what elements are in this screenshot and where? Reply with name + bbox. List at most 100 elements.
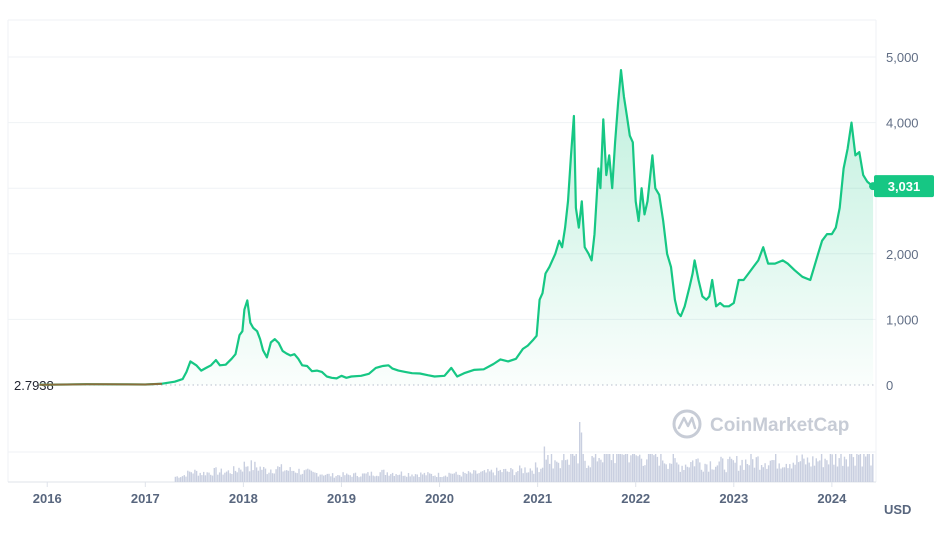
volume-bar	[358, 477, 360, 482]
volume-bar	[534, 462, 537, 482]
volume-bar	[829, 454, 832, 482]
volume-bar	[418, 477, 420, 482]
volume-bar	[812, 456, 814, 482]
volume-bar	[333, 477, 335, 482]
watermark-text: CoinMarketCap	[710, 415, 849, 436]
volume-bar	[506, 471, 508, 482]
volume-bar	[471, 473, 473, 482]
volume-bar	[305, 469, 307, 482]
x-tick-label: 2022	[621, 491, 650, 506]
volume-bar	[704, 463, 706, 482]
x-tick-label: 2017	[131, 491, 160, 506]
volume-bar	[635, 455, 637, 482]
volume-bar	[423, 472, 426, 482]
volume-bar	[349, 475, 351, 482]
volume-bar	[609, 454, 611, 482]
volume-bar	[764, 463, 766, 482]
volume-bar	[489, 471, 491, 482]
coinmarketcap-logo-icon	[672, 409, 702, 439]
volume-bar	[446, 476, 448, 482]
volume-bar	[319, 474, 321, 482]
volume-bar	[330, 476, 332, 482]
volume-bar	[430, 473, 433, 482]
volume-bar	[181, 476, 184, 482]
volume-bar	[494, 475, 496, 482]
x-tick-label: 2021	[523, 491, 552, 506]
volume-bar	[390, 474, 392, 482]
volume-bar	[727, 459, 729, 482]
volume-bar	[421, 474, 424, 482]
volume-bar	[716, 465, 719, 482]
volume-bar	[547, 455, 549, 482]
volume-bar	[771, 460, 773, 482]
volume-bar	[314, 472, 316, 482]
volume-bar	[858, 454, 860, 482]
volume-bar	[850, 454, 853, 482]
volume-bar	[183, 475, 185, 482]
volume-bar	[429, 473, 431, 482]
volume-bar	[741, 459, 743, 482]
volume-bar	[732, 460, 734, 482]
volume-bar	[508, 471, 510, 482]
volume-bar	[520, 468, 523, 482]
volume-bar	[847, 466, 849, 482]
volume-bar	[785, 463, 787, 482]
volume-bar	[745, 459, 747, 482]
volume-bar	[346, 473, 348, 482]
volume-bar	[637, 456, 639, 482]
volume-bar	[797, 462, 800, 482]
volume-bar	[572, 454, 574, 482]
volume-bar	[213, 468, 215, 482]
volume-bar	[653, 455, 655, 482]
volume-bar	[455, 471, 457, 482]
volume-bar	[354, 472, 357, 482]
volume-bar	[865, 456, 867, 482]
volume-bar	[589, 467, 591, 482]
volume-bar	[602, 462, 604, 482]
volume-bar	[702, 471, 704, 482]
volume-bar	[725, 472, 727, 482]
volume-bar	[690, 462, 692, 482]
volume-bar	[231, 474, 233, 482]
volume-bar	[540, 468, 542, 482]
volume-bar	[400, 471, 403, 482]
volume-bar	[236, 472, 238, 482]
volume-bar	[593, 457, 595, 482]
volume-bar	[647, 454, 650, 482]
volume-bar	[275, 469, 277, 482]
volume-bar	[711, 469, 713, 482]
x-tick-label: 2024	[817, 491, 847, 506]
volume-bar	[337, 475, 339, 482]
volume-bar	[197, 475, 200, 482]
volume-bar	[861, 466, 863, 482]
volume-bar	[557, 462, 560, 482]
volume-bar	[501, 472, 503, 482]
volume-bar	[233, 466, 235, 482]
volume-bar	[573, 455, 576, 482]
volume-bar	[617, 454, 620, 482]
volume-bar	[294, 472, 297, 482]
volume-bar	[448, 472, 450, 482]
volume-bar	[607, 454, 609, 482]
baseline-label: 2.7938	[14, 378, 54, 393]
volume-bar	[264, 468, 267, 482]
volume-bar	[473, 470, 475, 482]
volume-bar	[697, 458, 699, 482]
volume-bar	[298, 468, 300, 482]
volume-bar	[407, 473, 410, 482]
volume-bar	[766, 468, 768, 482]
volume-bar	[185, 476, 187, 482]
volume-bar	[411, 474, 413, 482]
volume-bar	[416, 474, 418, 482]
volume-bar	[250, 460, 252, 482]
volume-bar	[760, 465, 763, 482]
volume-bar	[301, 473, 304, 482]
y-tick-label: 1,000	[886, 312, 919, 327]
volume-bar	[674, 458, 676, 482]
volume-bar	[566, 459, 569, 482]
coinmarketcap-watermark: CoinMarketCap	[672, 409, 849, 439]
volume-bar	[409, 476, 411, 482]
volume-bar	[538, 472, 540, 482]
volume-bar	[852, 457, 855, 482]
